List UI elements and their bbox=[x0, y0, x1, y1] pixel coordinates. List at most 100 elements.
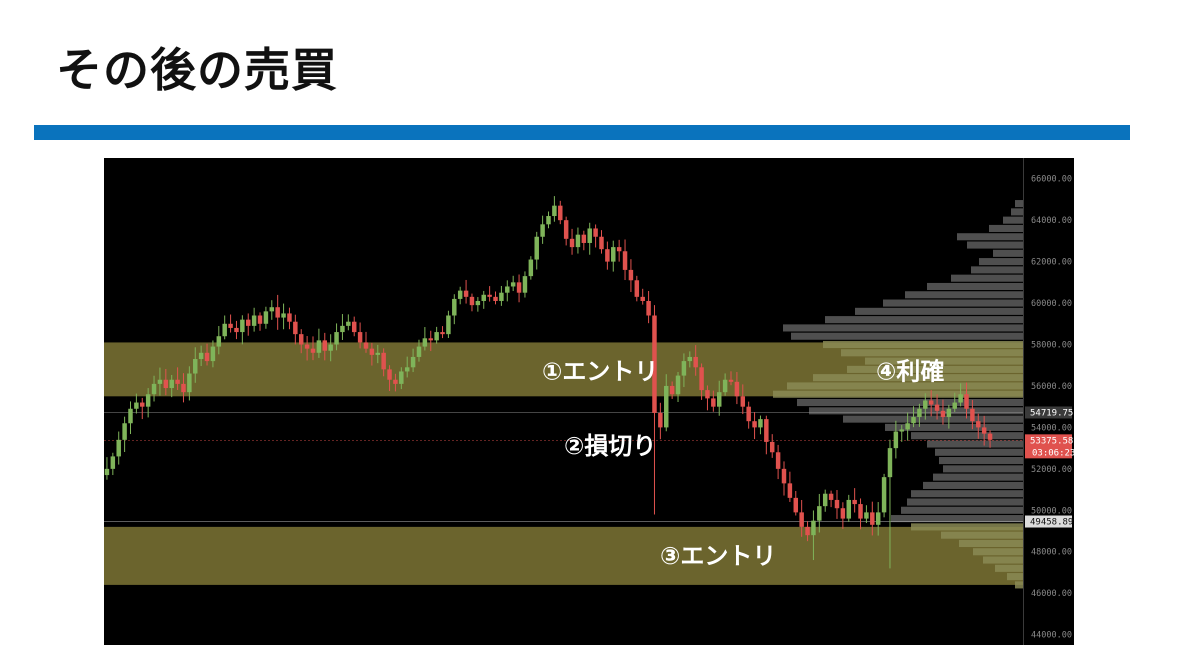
candle-body bbox=[351, 321, 357, 333]
candle-body bbox=[375, 352, 381, 355]
candle-body bbox=[575, 234, 581, 248]
candle-body bbox=[628, 269, 634, 281]
candle-body bbox=[122, 423, 127, 440]
candle bbox=[122, 416, 127, 453]
profile-bar bbox=[971, 266, 1023, 274]
candle bbox=[469, 293, 475, 312]
candle bbox=[428, 330, 433, 352]
candle bbox=[151, 375, 157, 402]
candle-body bbox=[157, 379, 163, 384]
candle bbox=[493, 291, 498, 305]
candle-body bbox=[463, 290, 469, 297]
candle bbox=[875, 502, 881, 536]
candle-body bbox=[728, 379, 734, 382]
candle bbox=[781, 461, 787, 496]
candle-body bbox=[693, 356, 698, 368]
candle-body bbox=[964, 394, 969, 409]
candle-body bbox=[870, 512, 875, 525]
candle bbox=[605, 241, 610, 270]
candle bbox=[828, 490, 834, 508]
candle bbox=[275, 294, 280, 330]
candle-body bbox=[316, 340, 322, 353]
profile-bar bbox=[823, 340, 1023, 349]
candle bbox=[575, 227, 581, 254]
candle-body bbox=[787, 483, 793, 498]
price-tag-timer: 03:06:23 bbox=[1032, 448, 1074, 458]
candle bbox=[175, 367, 180, 391]
candle-body bbox=[346, 321, 351, 326]
candle bbox=[310, 336, 316, 361]
profile-bar bbox=[1003, 216, 1023, 224]
y-tick-label: 52000.00 bbox=[1031, 465, 1072, 475]
candle bbox=[611, 240, 616, 272]
profile-bar bbox=[939, 457, 1023, 465]
candle-body bbox=[516, 282, 522, 293]
candle bbox=[599, 230, 604, 254]
candle bbox=[516, 274, 522, 303]
candle bbox=[499, 285, 504, 306]
candle bbox=[316, 328, 322, 358]
candle bbox=[817, 493, 822, 533]
candle-body bbox=[510, 282, 516, 287]
candle-body bbox=[811, 520, 816, 536]
y-tick-label: 66000.00 bbox=[1031, 175, 1072, 185]
profile-bar bbox=[995, 564, 1023, 572]
candle-body bbox=[764, 419, 769, 442]
candle bbox=[287, 307, 292, 330]
candle bbox=[852, 488, 857, 513]
candle-body bbox=[181, 383, 186, 393]
candle-body bbox=[646, 300, 651, 316]
candle bbox=[552, 196, 557, 222]
candle bbox=[457, 286, 463, 305]
candle-body bbox=[805, 526, 810, 536]
candle bbox=[163, 368, 169, 396]
candle bbox=[452, 294, 457, 325]
candle-body bbox=[475, 300, 481, 306]
profile-bar bbox=[957, 233, 1023, 241]
candle bbox=[440, 326, 445, 339]
candle-body bbox=[622, 251, 628, 270]
candle-body bbox=[145, 394, 151, 407]
candle bbox=[563, 216, 569, 246]
candle-body bbox=[298, 334, 304, 345]
candle bbox=[281, 303, 286, 330]
candles bbox=[104, 196, 993, 569]
candle bbox=[681, 353, 687, 388]
candle-body bbox=[899, 429, 904, 432]
candle bbox=[169, 374, 174, 398]
candle bbox=[357, 322, 363, 349]
candle bbox=[240, 315, 245, 345]
candle-body bbox=[864, 512, 869, 519]
profile-bar bbox=[911, 490, 1023, 498]
profile-bar bbox=[783, 324, 1023, 332]
candle bbox=[363, 331, 369, 353]
candle-body bbox=[740, 396, 746, 407]
candle-body bbox=[905, 423, 910, 430]
candle-body bbox=[599, 236, 604, 250]
candle bbox=[758, 415, 763, 435]
profile-bar bbox=[927, 282, 1023, 291]
profile-bar bbox=[791, 332, 1023, 340]
candlestick-chart[interactable]: ①エントリ ②損切り ③エントリ ④利確 44000.00 46000.00 48000.… bbox=[104, 158, 1074, 645]
candle bbox=[893, 420, 899, 459]
candle bbox=[799, 499, 804, 537]
candle-body bbox=[881, 477, 887, 513]
candle-body bbox=[222, 323, 227, 337]
candle-body bbox=[940, 410, 946, 418]
candle bbox=[528, 256, 534, 280]
candle bbox=[693, 345, 698, 376]
candle-body bbox=[569, 238, 575, 248]
candle bbox=[304, 336, 310, 361]
candle-body bbox=[246, 319, 251, 326]
candle bbox=[181, 373, 186, 403]
candle-body bbox=[216, 336, 222, 347]
candle-body bbox=[134, 402, 139, 409]
profile-bar bbox=[959, 539, 1023, 547]
candle-body bbox=[293, 321, 298, 335]
y-tick-label: 58000.00 bbox=[1031, 341, 1072, 351]
candle-body bbox=[334, 332, 339, 345]
candle-body bbox=[605, 249, 610, 262]
candle-body bbox=[163, 379, 169, 389]
candle bbox=[140, 397, 145, 420]
candle-body bbox=[363, 342, 369, 349]
